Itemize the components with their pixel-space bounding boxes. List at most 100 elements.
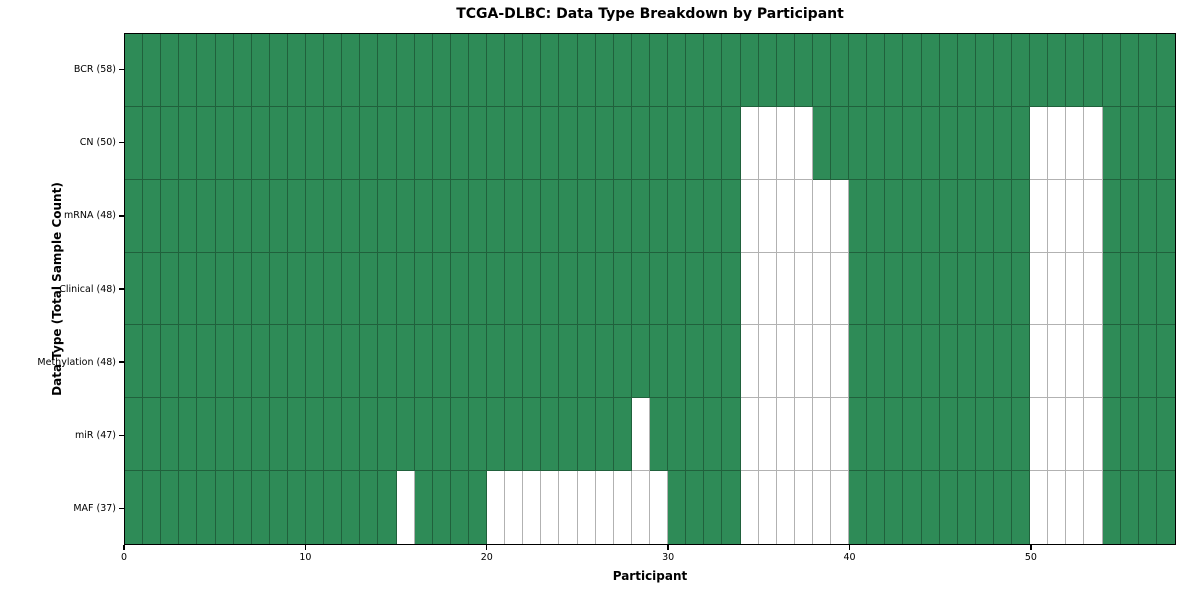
heatmap-cell (613, 106, 632, 180)
heatmap-cell (251, 252, 270, 326)
heatmap-cell (885, 471, 904, 544)
heatmap-cell (1048, 179, 1067, 253)
heatmap-cell (487, 252, 506, 326)
heatmap-cell (541, 471, 560, 544)
heatmap-cell (975, 34, 994, 107)
heatmap-cell (287, 179, 307, 253)
x-tick-label: 10 (299, 552, 312, 563)
heatmap-cell (885, 398, 904, 472)
y-tick-mark (119, 68, 124, 71)
heatmap-cell (143, 471, 162, 544)
heatmap-cell (287, 471, 307, 544)
heatmap-cell (668, 106, 687, 180)
heatmap-cell (704, 471, 723, 544)
heatmap-cell (686, 34, 705, 107)
heatmap-cell (269, 471, 288, 544)
heatmap-cell (921, 252, 940, 326)
heatmap-cell (903, 252, 922, 326)
heatmap-cell (1120, 325, 1139, 399)
heatmap-cell (794, 471, 813, 544)
heatmap-cell (233, 34, 252, 107)
heatmap-cell (414, 471, 433, 544)
heatmap-cell (450, 106, 469, 180)
heatmap-cell (1066, 179, 1085, 253)
heatmap-cell (432, 179, 451, 253)
heatmap-cell (287, 34, 307, 107)
heatmap-cell (867, 106, 886, 180)
heatmap-cell (831, 325, 850, 399)
heatmap-cell (541, 106, 560, 180)
heatmap-cell (125, 106, 144, 180)
heatmap-cell (758, 252, 777, 326)
heatmap-cell (1102, 252, 1121, 326)
y-tick-label: Methylation (48) (37, 356, 116, 368)
heatmap-cell (613, 325, 632, 399)
heatmap-cell (776, 471, 795, 544)
heatmap-cell (161, 34, 180, 107)
heatmap-cell (939, 325, 958, 399)
heatmap-cell (1084, 179, 1103, 253)
heatmap-cell (794, 34, 813, 107)
heatmap-cell (324, 34, 343, 107)
heatmap-cell (1102, 398, 1121, 472)
heatmap-cell (432, 325, 451, 399)
heatmap-cell (360, 252, 379, 326)
heatmap-cell (396, 106, 415, 180)
heatmap-cell (324, 325, 343, 399)
heatmap-cell (740, 471, 759, 544)
heatmap-cell (143, 179, 162, 253)
heatmap-cell (867, 325, 886, 399)
heatmap-cell (487, 106, 506, 180)
heatmap-cell (523, 252, 542, 326)
heatmap-cell (378, 471, 397, 544)
heatmap-cell (794, 398, 813, 472)
heatmap-cell (505, 179, 524, 253)
heatmap-cell (939, 471, 958, 544)
heatmap-cell (668, 471, 687, 544)
heatmap-cell (215, 471, 234, 544)
x-tick-mark (848, 545, 851, 550)
heatmap-cell (287, 325, 307, 399)
heatmap-cell (722, 252, 741, 326)
heatmap-cell (1120, 398, 1139, 472)
heatmap-cell (251, 398, 270, 472)
heatmap-cell (1066, 398, 1085, 472)
heatmap-cell (722, 398, 741, 472)
heatmap-cell (505, 398, 524, 472)
heatmap-cell (867, 179, 886, 253)
heatmap-cell (1138, 179, 1157, 253)
heatmap-cell (179, 179, 198, 253)
heatmap-cell (704, 106, 723, 180)
heatmap-cell (1048, 252, 1067, 326)
heatmap-cell (812, 179, 832, 253)
heatmap-cell (233, 398, 252, 472)
heatmap-cell (939, 34, 958, 107)
heatmap-cell (903, 471, 922, 544)
heatmap-cell (487, 325, 506, 399)
heatmap-cell (378, 34, 397, 107)
heatmap-cell (776, 252, 795, 326)
heatmap-cell (233, 471, 252, 544)
heatmap-cell (993, 34, 1013, 107)
heatmap-cell (1138, 471, 1157, 544)
heatmap-cell (1012, 179, 1031, 253)
heatmap-cell (306, 325, 325, 399)
heatmap-cell (1156, 471, 1175, 544)
heatmap-cell (1120, 252, 1139, 326)
heatmap-cell (668, 34, 687, 107)
heatmap-cell (577, 471, 596, 544)
x-tick-mark (123, 545, 125, 550)
heatmap-cell (378, 325, 397, 399)
heatmap-cell (957, 106, 976, 180)
heatmap-cell (306, 398, 325, 472)
heatmap-cell (179, 34, 198, 107)
heatmap-cell (306, 471, 325, 544)
heatmap-cell (541, 179, 560, 253)
heatmap-cell (559, 471, 578, 544)
heatmap-cell (197, 398, 216, 472)
heatmap-cell (450, 398, 469, 472)
heatmap-cell (1012, 398, 1031, 472)
heatmap-cell (342, 106, 361, 180)
heatmap-cell (378, 398, 397, 472)
heatmap-cell (595, 398, 614, 472)
